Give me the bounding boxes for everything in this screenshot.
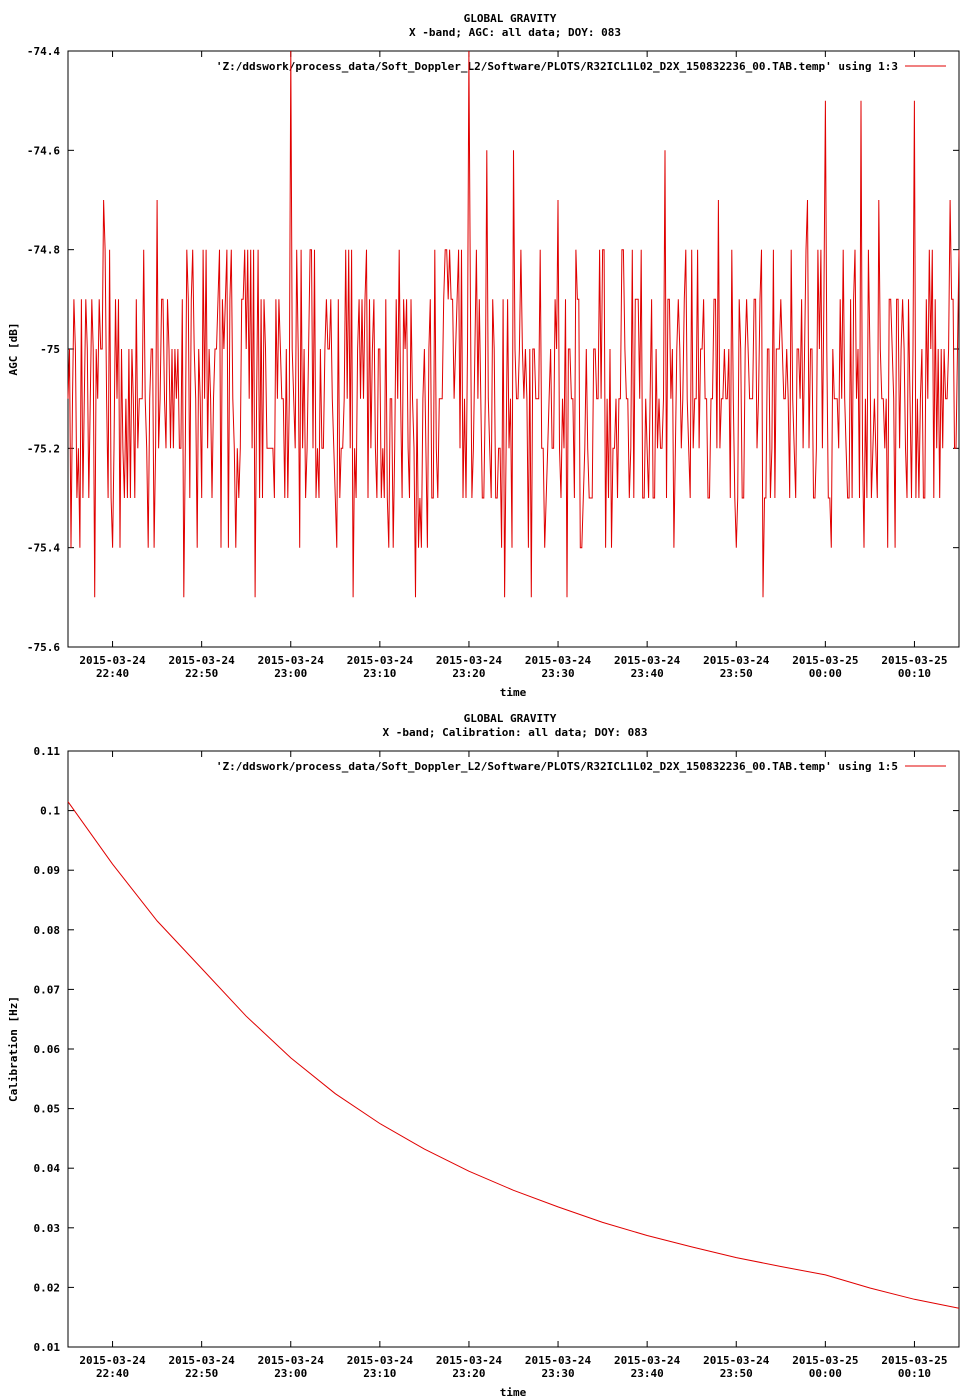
x-tick-label-date: 2015-03-25 bbox=[792, 654, 858, 667]
agc-chart: GLOBAL GRAVITY X -band; AGC: all data; D… bbox=[7, 12, 960, 699]
y-axis: 0.11 0.1 0.09 0.08 0.07 0.06 0.05 0.04 0.03 0.02 0… bbox=[34, 745, 959, 1354]
x-tick-label-date: 2015-03-24 bbox=[525, 1354, 592, 1367]
legend-label: 'Z:/ddswork/process_data/Soft_Doppler_L2… bbox=[216, 760, 898, 773]
calibration-series-line bbox=[67, 801, 960, 1309]
x-tick-label-date: 2015-03-24 bbox=[79, 654, 146, 667]
x-tick-label-time: 23:10 bbox=[363, 667, 396, 680]
x-tick-label-time: 23:10 bbox=[363, 1367, 396, 1380]
x-tick-label-date: 2015-03-25 bbox=[881, 1354, 947, 1367]
y-tick-label: -74.4 bbox=[27, 45, 60, 58]
x-tick-label-date: 2015-03-24 bbox=[169, 654, 236, 667]
x-tick-label-date: 2015-03-24 bbox=[347, 654, 414, 667]
x-tick-label-time: 23:50 bbox=[720, 1367, 753, 1380]
y-tick-label: 0.07 bbox=[34, 983, 61, 996]
x-axis-label: time bbox=[500, 1386, 527, 1399]
y-tick-label: -75 bbox=[40, 343, 60, 356]
x-tick-label-time: 22:40 bbox=[96, 667, 129, 680]
x-axis: 2015-03-2422:402015-03-2422:502015-03-24… bbox=[79, 751, 948, 1380]
x-tick-label-time: 23:40 bbox=[631, 1367, 664, 1380]
x-tick-label-date: 2015-03-24 bbox=[614, 1354, 681, 1367]
chart-subtitle: X -band; AGC: all data; DOY: 083 bbox=[409, 26, 621, 39]
chart-subtitle: X -band; Calibration: all data; DOY: 083 bbox=[383, 726, 648, 739]
x-tick-label-time: 23:00 bbox=[274, 1367, 307, 1380]
x-tick-label-time: 22:40 bbox=[96, 1367, 129, 1380]
x-tick-label-date: 2015-03-24 bbox=[169, 1354, 236, 1367]
y-tick-label: 0.09 bbox=[34, 864, 61, 877]
y-tick-label: 0.02 bbox=[34, 1281, 61, 1294]
x-tick-label-time: 23:20 bbox=[452, 667, 485, 680]
y-tick-label: 0.08 bbox=[34, 924, 61, 937]
plot-frame bbox=[67, 750, 960, 1348]
x-tick-label-date: 2015-03-24 bbox=[703, 654, 770, 667]
x-tick-label-time: 23:20 bbox=[452, 1367, 485, 1380]
y-axis-label: Calibration [Hz] bbox=[7, 996, 20, 1102]
x-tick-label-time: 00:00 bbox=[809, 667, 842, 680]
x-tick-label-date: 2015-03-24 bbox=[703, 1354, 770, 1367]
x-tick-label-date: 2015-03-25 bbox=[792, 1354, 858, 1367]
x-tick-label-date: 2015-03-24 bbox=[258, 654, 325, 667]
x-tick-label-date: 2015-03-24 bbox=[79, 1354, 146, 1367]
x-tick-label-time: 23:40 bbox=[631, 667, 664, 680]
y-tick-label: 0.06 bbox=[34, 1043, 61, 1056]
chart-title: GLOBAL GRAVITY bbox=[464, 12, 557, 25]
x-tick-label-date: 2015-03-24 bbox=[436, 1354, 503, 1367]
x-tick-label-date: 2015-03-24 bbox=[614, 654, 681, 667]
x-tick-label-date: 2015-03-24 bbox=[258, 1354, 325, 1367]
x-tick-label-time: 00:10 bbox=[898, 667, 931, 680]
x-tick-label-time: 22:50 bbox=[185, 1367, 218, 1380]
x-tick-label-date: 2015-03-25 bbox=[881, 654, 947, 667]
y-tick-label: 0.1 bbox=[40, 805, 60, 818]
y-tick-label: 0.05 bbox=[34, 1103, 61, 1116]
y-tick-label: -75.2 bbox=[27, 442, 60, 455]
x-tick-label-date: 2015-03-24 bbox=[347, 1354, 414, 1367]
chart-title: GLOBAL GRAVITY bbox=[464, 712, 557, 725]
x-tick-label-time: 23:30 bbox=[541, 667, 574, 680]
x-axis: 2015-03-2422:402015-03-2422:502015-03-24… bbox=[79, 51, 948, 680]
y-tick-label: -74.8 bbox=[27, 244, 60, 257]
y-tick-label: 0.03 bbox=[34, 1222, 61, 1235]
x-tick-label-time: 00:10 bbox=[898, 1367, 931, 1380]
calibration-chart: GLOBAL GRAVITY X -band; Calibration: all… bbox=[7, 712, 960, 1399]
x-tick-label-date: 2015-03-24 bbox=[525, 654, 592, 667]
y-tick-label: 0.11 bbox=[34, 745, 61, 758]
y-tick-label: -74.6 bbox=[27, 144, 60, 157]
y-tick-label: -75.6 bbox=[27, 641, 60, 654]
legend-label: 'Z:/ddswork/process_data/Soft_Doppler_L2… bbox=[216, 60, 898, 73]
y-axis-label: AGC [dB] bbox=[7, 323, 20, 376]
y-tick-label: 0.04 bbox=[34, 1162, 61, 1175]
x-tick-label-time: 23:30 bbox=[541, 1367, 574, 1380]
x-tick-label-time: 22:50 bbox=[185, 667, 218, 680]
x-tick-label-time: 23:50 bbox=[720, 667, 753, 680]
x-tick-label-date: 2015-03-24 bbox=[436, 654, 503, 667]
x-tick-label-time: 23:00 bbox=[274, 667, 307, 680]
y-tick-label: 0.01 bbox=[34, 1341, 61, 1354]
agc-series-line bbox=[67, 50, 960, 598]
y-tick-label: -75.4 bbox=[27, 542, 60, 555]
x-axis-label: time bbox=[500, 686, 527, 699]
x-tick-label-time: 00:00 bbox=[809, 1367, 842, 1380]
